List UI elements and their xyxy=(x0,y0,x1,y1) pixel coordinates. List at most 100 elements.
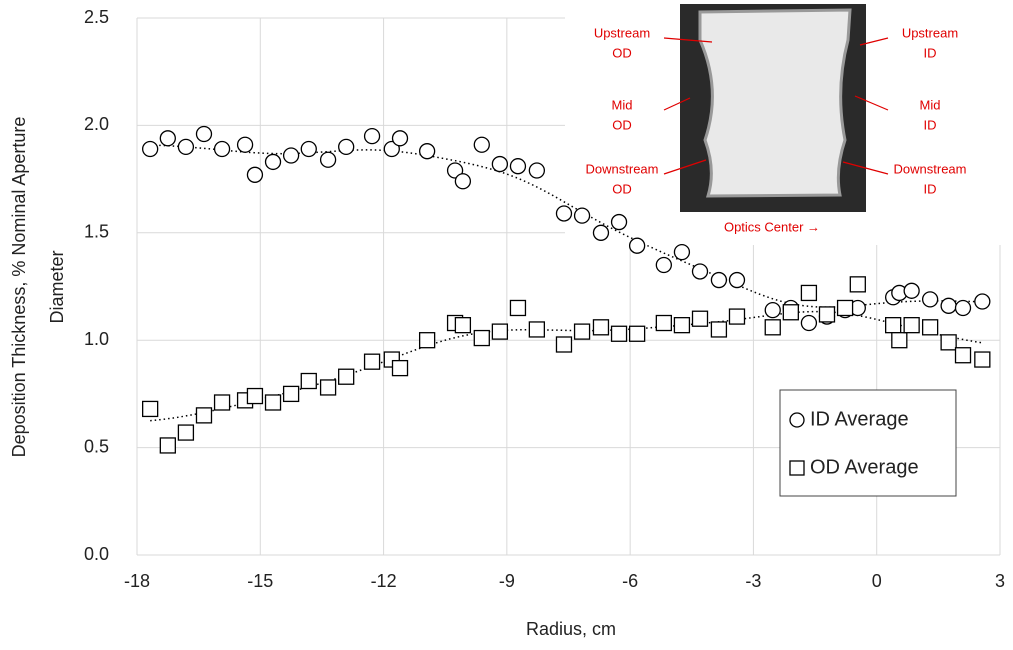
annotation-arrow xyxy=(859,37,889,46)
data-point xyxy=(691,263,709,280)
data-point xyxy=(338,138,355,156)
data-point xyxy=(338,368,355,385)
data-point xyxy=(473,329,490,347)
data-point xyxy=(391,130,409,147)
data-point xyxy=(142,400,159,418)
x-tick-label: 0 xyxy=(872,571,882,591)
data-point xyxy=(509,299,527,317)
data-point xyxy=(728,271,746,289)
annotation: ID xyxy=(924,117,937,132)
data-point xyxy=(282,147,300,164)
annotation: ID xyxy=(924,181,937,196)
annotation: Downstream xyxy=(586,161,659,176)
data-point xyxy=(610,325,628,342)
x-tick-label: -15 xyxy=(247,571,273,591)
data-point xyxy=(213,140,231,158)
data-point xyxy=(673,243,691,261)
data-point xyxy=(954,347,972,364)
annotation-arrow xyxy=(663,159,707,175)
data-point xyxy=(300,140,317,158)
inset-caption: Optics Center → xyxy=(724,219,820,234)
data-point xyxy=(655,314,672,332)
data-point xyxy=(236,136,254,153)
data-point xyxy=(177,424,195,441)
data-point xyxy=(177,138,195,156)
data-point xyxy=(213,394,231,411)
data-point xyxy=(282,385,300,403)
annotation-arrow xyxy=(842,161,889,175)
legend-label: OD Average xyxy=(810,456,919,478)
data-point xyxy=(454,317,472,334)
data-point xyxy=(473,136,490,153)
data-point xyxy=(491,155,509,173)
x-tick-label: -12 xyxy=(371,571,397,591)
data-point xyxy=(673,317,691,334)
annotation: OD xyxy=(612,117,632,132)
x-tick-label: -6 xyxy=(622,571,638,591)
x-tick-label: 3 xyxy=(995,571,1005,591)
data-point xyxy=(800,284,818,302)
data-point xyxy=(195,407,213,424)
data-point xyxy=(142,140,159,158)
data-point xyxy=(655,256,672,274)
inset-part xyxy=(698,8,852,198)
y-tick-label: 2.0 xyxy=(84,114,109,134)
data-point xyxy=(818,306,836,323)
x-tick-label: -18 xyxy=(124,571,150,591)
data-point xyxy=(974,293,991,310)
data-point xyxy=(954,299,972,317)
data-point xyxy=(710,321,728,338)
annotation: OD xyxy=(612,181,632,196)
data-point xyxy=(940,334,957,351)
y-tick-label: 0.0 xyxy=(84,544,109,564)
annotation: Mid xyxy=(612,97,633,112)
data-point xyxy=(921,319,939,336)
data-point xyxy=(628,325,646,342)
data-point xyxy=(491,323,509,340)
data-point xyxy=(509,158,527,175)
data-point xyxy=(363,127,381,145)
data-point xyxy=(764,301,781,319)
data-point xyxy=(418,332,436,349)
data-point xyxy=(974,351,991,368)
y-axis-title: Diameter xyxy=(47,250,67,323)
data-point xyxy=(264,394,282,411)
data-point xyxy=(592,224,610,241)
x-tick-label: -9 xyxy=(499,571,515,591)
data-point xyxy=(454,173,472,190)
data-point xyxy=(246,166,264,183)
data-point xyxy=(903,282,920,299)
data-point xyxy=(891,332,908,349)
data-point xyxy=(610,213,628,231)
data-point xyxy=(264,153,282,171)
data-point xyxy=(903,317,920,334)
annotation: ID xyxy=(924,45,937,60)
data-point xyxy=(628,237,646,254)
data-point xyxy=(159,130,176,147)
annotation: Upstream xyxy=(902,25,958,40)
legend-box xyxy=(779,389,957,497)
data-point xyxy=(319,379,337,396)
y-tick-label: 1.5 xyxy=(84,222,109,242)
data-point xyxy=(300,372,317,390)
annotation: OD xyxy=(612,45,632,60)
data-point xyxy=(921,291,939,308)
data-point xyxy=(246,387,264,405)
legend-marker xyxy=(789,460,805,476)
data-point xyxy=(764,319,781,336)
annotation: Upstream xyxy=(594,25,650,40)
data-point xyxy=(391,359,409,377)
data-point xyxy=(195,125,213,143)
legend-marker xyxy=(789,412,805,428)
data-point xyxy=(363,353,381,370)
y-tick-label: 1.0 xyxy=(84,329,109,349)
data-point xyxy=(573,323,591,340)
data-point xyxy=(691,310,709,327)
x-tick-label: -3 xyxy=(745,571,761,591)
data-point xyxy=(849,276,866,293)
data-point xyxy=(836,299,854,317)
x-axis-title: Radius, cm xyxy=(526,619,616,639)
data-point xyxy=(528,162,546,179)
data-point xyxy=(592,319,610,336)
